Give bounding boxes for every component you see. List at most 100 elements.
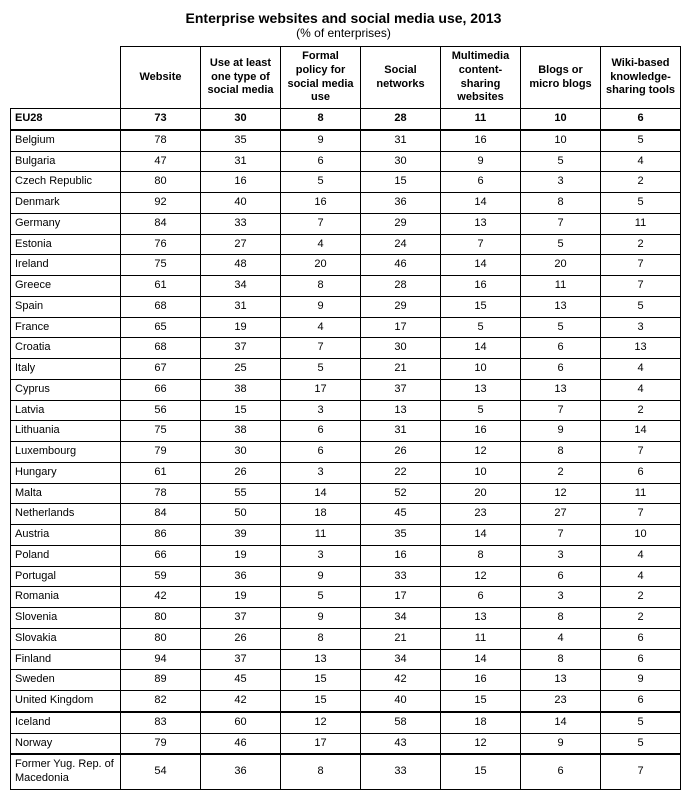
- cell: 36: [201, 566, 281, 587]
- cell: 7: [601, 255, 681, 276]
- cell: 2: [601, 234, 681, 255]
- cell: 4: [281, 317, 361, 338]
- cell: 11: [601, 213, 681, 234]
- cell: 7: [601, 442, 681, 463]
- cell: 6: [281, 442, 361, 463]
- cell: 8: [281, 754, 361, 789]
- cell: 66: [121, 545, 201, 566]
- table-header-row: Website Use at least one type of social …: [11, 47, 681, 109]
- cell: 30: [361, 338, 441, 359]
- row-label: Lithuania: [11, 421, 121, 442]
- table-row: Austria8639113514710: [11, 525, 681, 546]
- cell: 7: [601, 754, 681, 789]
- cell: 31: [361, 130, 441, 151]
- cell: 10: [521, 130, 601, 151]
- cell: 26: [361, 442, 441, 463]
- cell: 19: [201, 587, 281, 608]
- cell: 13: [281, 649, 361, 670]
- cell: 80: [121, 172, 201, 193]
- cell: 5: [441, 317, 521, 338]
- row-label: Portugal: [11, 566, 121, 587]
- cell: 3: [281, 462, 361, 483]
- cell: 59: [121, 566, 201, 587]
- cell: 80: [121, 628, 201, 649]
- cell: 9: [441, 151, 521, 172]
- cell: 50: [201, 504, 281, 525]
- row-label: Belgium: [11, 130, 121, 151]
- cell: 13: [521, 296, 601, 317]
- cell: 20: [441, 483, 521, 504]
- cell: 4: [281, 234, 361, 255]
- cell: 67: [121, 359, 201, 380]
- cell: 31: [361, 421, 441, 442]
- cell: 30: [201, 442, 281, 463]
- cell: 78: [121, 483, 201, 504]
- cell: 78: [121, 130, 201, 151]
- row-label: Norway: [11, 733, 121, 754]
- cell: 14: [281, 483, 361, 504]
- cell: 37: [201, 338, 281, 359]
- row-label: Slovakia: [11, 628, 121, 649]
- cell: 9: [281, 608, 361, 629]
- cell: 6: [281, 421, 361, 442]
- row-label: Greece: [11, 276, 121, 297]
- cell: 13: [441, 608, 521, 629]
- row-label: Estonia: [11, 234, 121, 255]
- cell: 7: [521, 400, 601, 421]
- table-row: Czech Republic8016515632: [11, 172, 681, 193]
- table-row: Poland6619316834: [11, 545, 681, 566]
- cell: 7: [521, 525, 601, 546]
- cell: 12: [521, 483, 601, 504]
- cell: 15: [441, 691, 521, 712]
- row-label: Former Yug. Rep. of Macedonia: [11, 754, 121, 789]
- row-label: Iceland: [11, 712, 121, 733]
- cell: 6: [601, 109, 681, 130]
- cell: 16: [281, 193, 361, 214]
- cell: 2: [601, 608, 681, 629]
- table-row: Spain683192915135: [11, 296, 681, 317]
- cell: 11: [441, 109, 521, 130]
- cell: 5: [601, 733, 681, 754]
- cell: 19: [201, 317, 281, 338]
- cell: 46: [361, 255, 441, 276]
- cell: 13: [441, 213, 521, 234]
- table-row: Hungary61263221026: [11, 462, 681, 483]
- cell: 19: [201, 545, 281, 566]
- cell: 56: [121, 400, 201, 421]
- cell: 36: [201, 754, 281, 789]
- cell: 2: [521, 462, 601, 483]
- cell: 33: [201, 213, 281, 234]
- table-row: Netherlands8450184523277: [11, 504, 681, 525]
- row-label: Austria: [11, 525, 121, 546]
- cell: 21: [361, 359, 441, 380]
- row-label: Bulgaria: [11, 151, 121, 172]
- cell: 8: [521, 608, 601, 629]
- cell: 6: [441, 172, 521, 193]
- cell: 3: [521, 545, 601, 566]
- row-label: Croatia: [11, 338, 121, 359]
- cell: 26: [201, 462, 281, 483]
- cell: 39: [201, 525, 281, 546]
- cell: 55: [201, 483, 281, 504]
- cell: 5: [281, 172, 361, 193]
- row-label: Slovenia: [11, 608, 121, 629]
- table-row: Estonia7627424752: [11, 234, 681, 255]
- cell: 38: [201, 379, 281, 400]
- cell: 26: [201, 628, 281, 649]
- cell: 24: [361, 234, 441, 255]
- cell: 14: [441, 338, 521, 359]
- cell: 16: [441, 421, 521, 442]
- cell: 6: [281, 151, 361, 172]
- cell: 9: [281, 566, 361, 587]
- cell: 9: [281, 296, 361, 317]
- table-row: Belgium783593116105: [11, 130, 681, 151]
- cell: 47: [121, 151, 201, 172]
- row-label: Czech Republic: [11, 172, 121, 193]
- cell: 83: [121, 712, 201, 733]
- cell: 46: [201, 733, 281, 754]
- cell: 9: [521, 421, 601, 442]
- cell: 28: [361, 109, 441, 130]
- cell: 34: [201, 276, 281, 297]
- cell: 89: [121, 670, 201, 691]
- cell: 14: [441, 255, 521, 276]
